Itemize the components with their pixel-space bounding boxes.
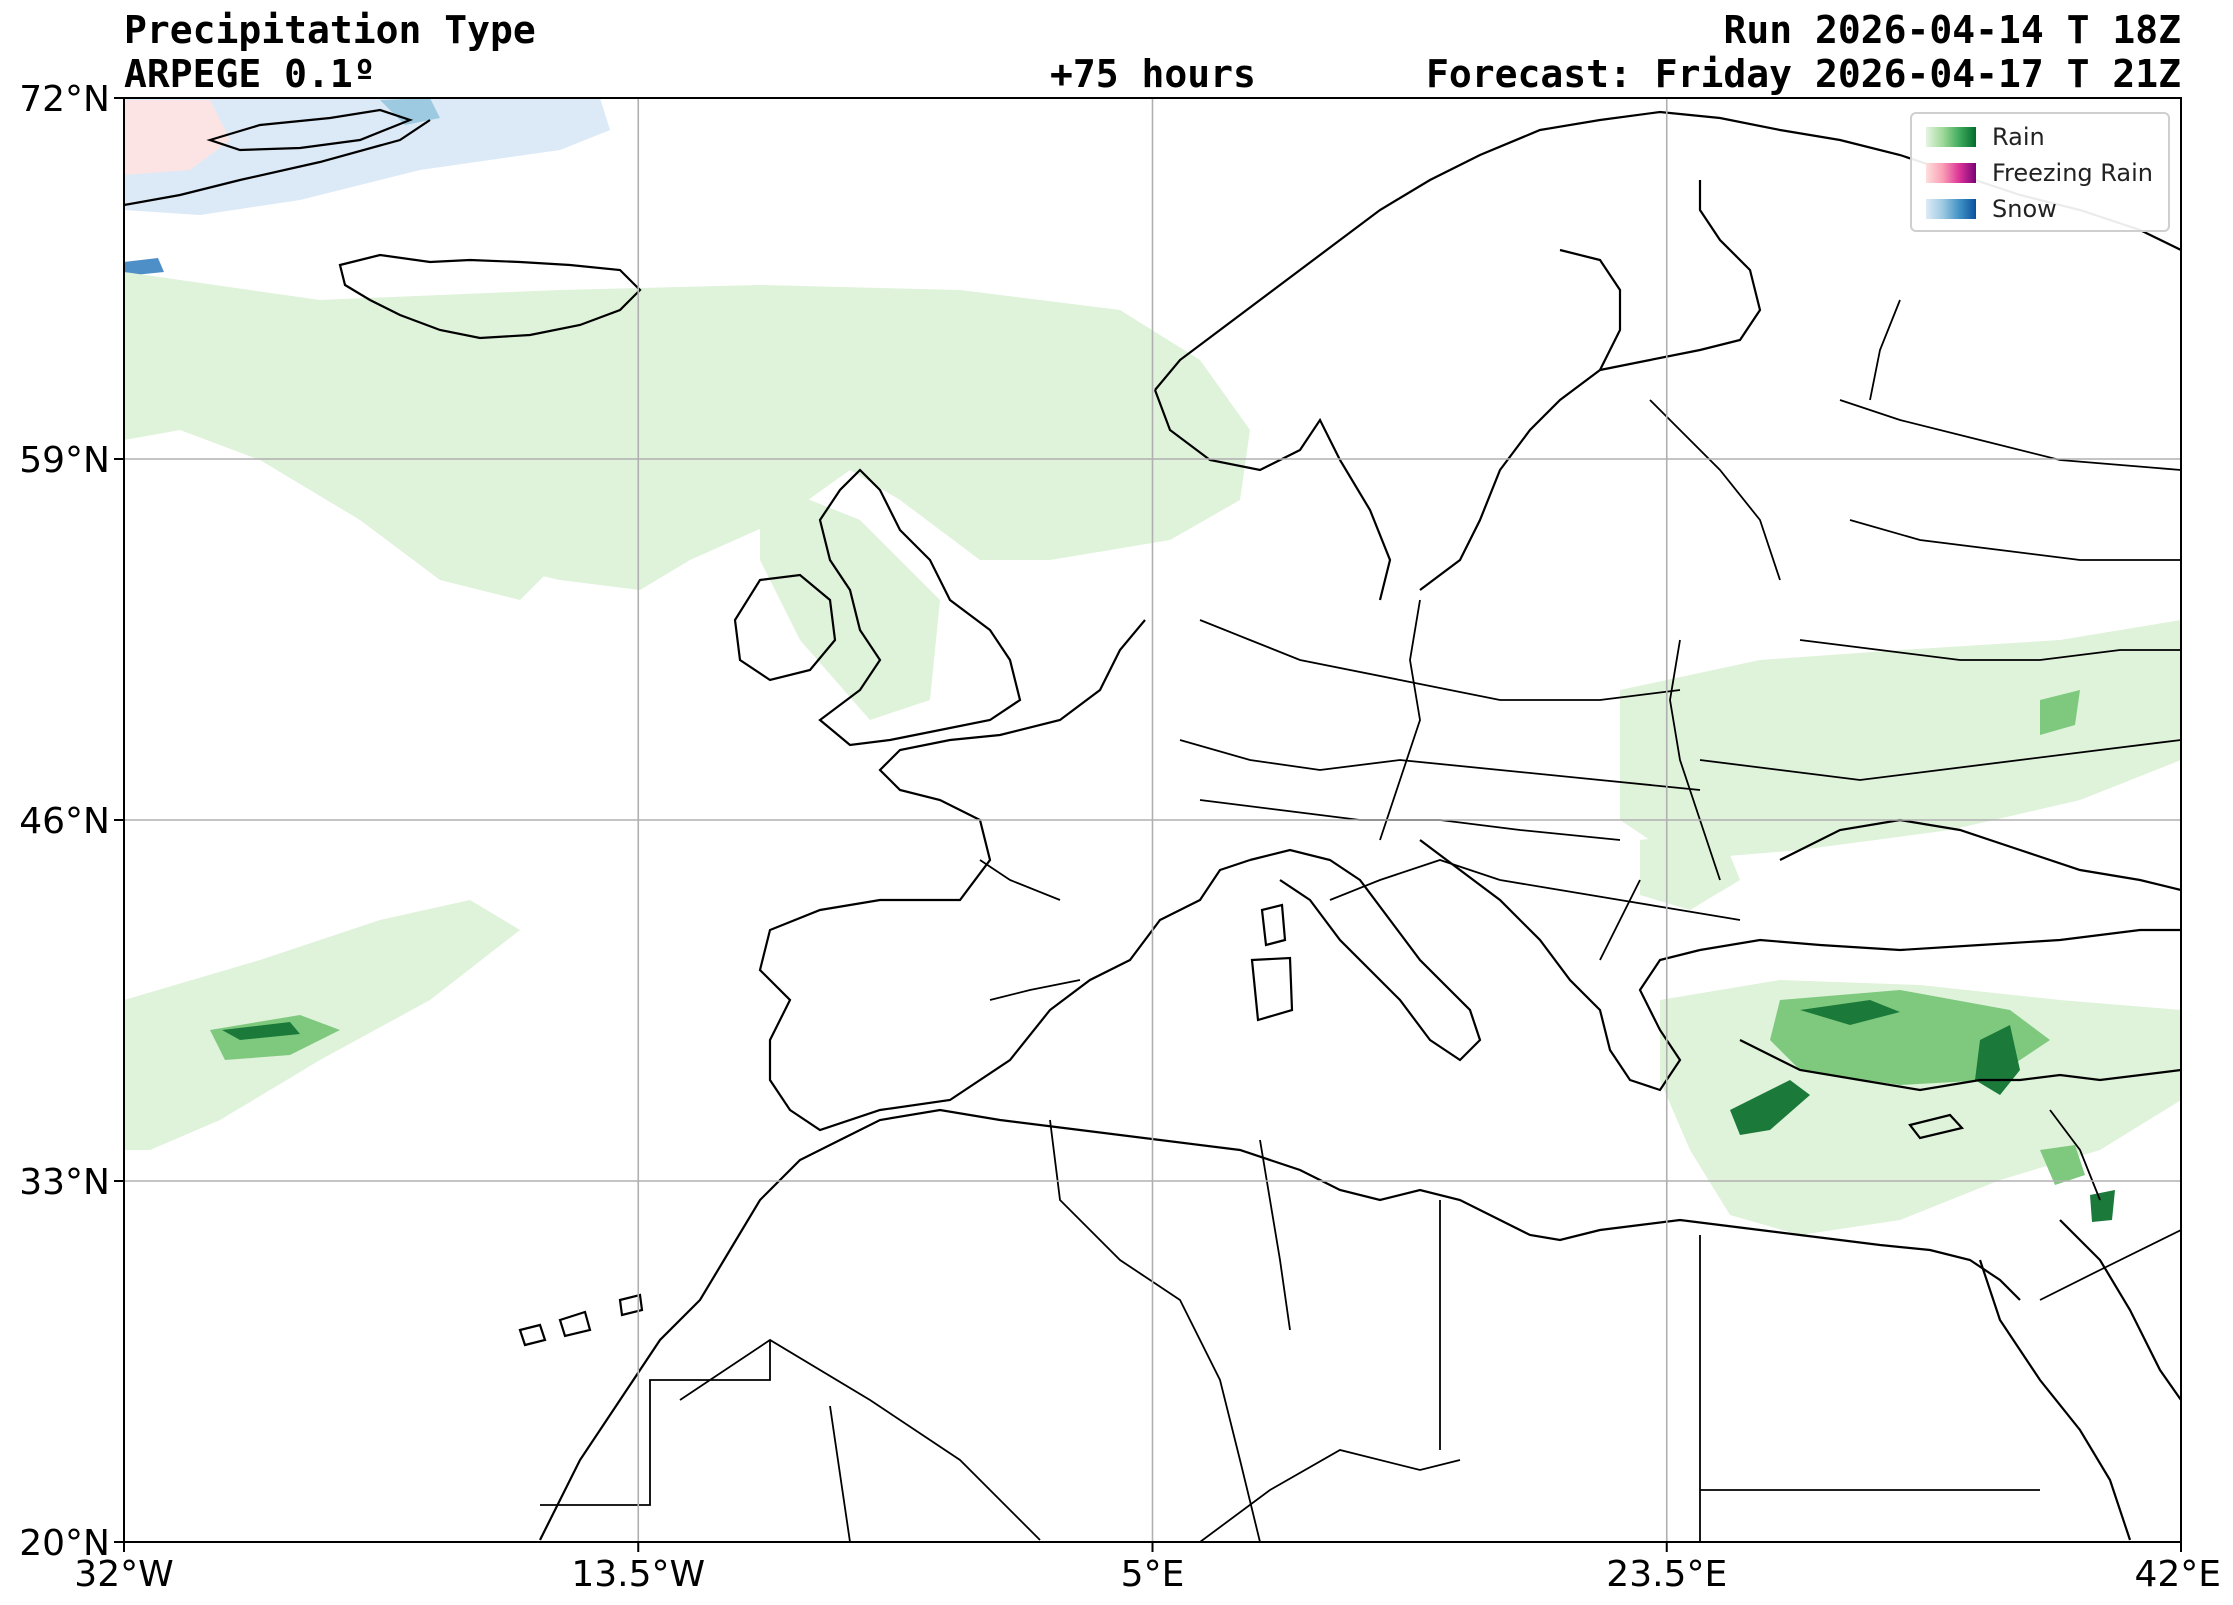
- freezing-rain-area: [124, 100, 230, 175]
- coastline-red-sea: [1978, 1259, 2132, 1541]
- border: [540, 1340, 771, 1506]
- border: [829, 1405, 851, 1542]
- border: [1649, 399, 1781, 581]
- coastline-corsica: [1250, 903, 1294, 1022]
- rain-area: [2040, 1145, 2085, 1185]
- border: [1869, 299, 1901, 401]
- legend-label-snow: Snow: [1992, 195, 2057, 223]
- snow-swatch: [1926, 199, 1976, 219]
- snow-area: [124, 258, 164, 276]
- border: [1329, 859, 1501, 901]
- border: [2039, 1229, 2181, 1301]
- coastline-continent: [758, 619, 1251, 1132]
- coastline-great-britain: [818, 468, 1022, 747]
- coastline-africa: [539, 1108, 2021, 1541]
- legend: Rain Freezing Rain Snow: [1910, 112, 2170, 232]
- coastline-norway: [1153, 389, 1392, 601]
- coastline-arabia: [2059, 1219, 2181, 1401]
- rain-swatch: [1926, 127, 1976, 147]
- border: [1699, 739, 2181, 781]
- coastline-cyprus: [1908, 1113, 1965, 1140]
- axis-ticks: 72°N 59°N 46°N 33°N 20°N32°W 13.5°W 5°E 23.5°E 4…: [19, 79, 2221, 1595]
- rain-area: [124, 320, 560, 600]
- lat-tick-label: 33°N: [19, 1162, 110, 1203]
- legend-label-freezing-rain: Freezing Rain: [1992, 159, 2154, 187]
- border: [1799, 639, 2181, 661]
- coastline-svalbard: [124, 119, 431, 207]
- border: [1179, 739, 1701, 791]
- rain-area: [760, 480, 940, 720]
- lon-tick-label: 13.5°W: [571, 1554, 705, 1595]
- coastline-greenland: [206, 108, 414, 152]
- rain-area: [1730, 1080, 1810, 1135]
- snow-area: [124, 98, 610, 215]
- lead-time-label: +75 hours: [1050, 52, 1256, 96]
- coastline-turkey: [1699, 928, 2181, 952]
- precipitation-layer: [124, 98, 2181, 1235]
- lon-tick-label: 23.5°E: [1606, 1554, 1727, 1595]
- border: [1499, 879, 1741, 921]
- legend-item-snow: Snow: [1926, 194, 2057, 224]
- lat-tick-label: 59°N: [19, 440, 110, 481]
- rain-area: [1975, 1025, 2020, 1095]
- border: [979, 859, 1061, 901]
- border: [1669, 639, 1721, 881]
- rain-area: [210, 1015, 340, 1060]
- coastline-italy: [1249, 848, 1482, 1062]
- border: [1199, 1449, 1461, 1542]
- lon-tick-label: 42°E: [2134, 1554, 2221, 1595]
- legend-item-freezing-rain: Freezing Rain: [1926, 158, 2153, 188]
- border: [679, 1338, 1041, 1541]
- border: [1379, 599, 1421, 841]
- run-label: Run 2026-04-14 T 18Z: [1723, 8, 2181, 52]
- snow-area: [380, 98, 440, 125]
- coastline-canary: [518, 1293, 644, 1347]
- border: [1599, 879, 1641, 961]
- lon-tick-label: 32°W: [74, 1554, 173, 1595]
- border: [1199, 619, 1681, 701]
- borders: [540, 299, 2181, 1542]
- legend-label-rain: Rain: [1992, 123, 2045, 151]
- lon-tick-label: 5°E: [1121, 1554, 1185, 1595]
- coastline-black-sea: [1779, 818, 2181, 892]
- legend-item-rain: Rain: [1926, 122, 2045, 152]
- lat-tick-label: 46°N: [19, 801, 110, 842]
- rain-area: [1640, 830, 1740, 910]
- border: [2049, 1109, 2101, 1201]
- rain-area: [222, 1022, 300, 1040]
- rain-area: [1800, 1000, 1900, 1025]
- lat-tick-label: 72°N: [19, 79, 110, 120]
- coastline-iceland: [338, 253, 642, 340]
- border: [1849, 519, 2181, 561]
- coastline-finland: [1599, 180, 1762, 372]
- coastline-ireland: [733, 573, 837, 682]
- coastline-balkans: [1419, 839, 1701, 1092]
- coastline-baltic: [1419, 248, 1622, 591]
- border: [989, 979, 1081, 1001]
- rain-area: [2090, 1190, 2115, 1222]
- border: [1839, 399, 2181, 471]
- model-label: ARPEGE 0.1º: [124, 52, 376, 96]
- lat-tick-label: 20°N: [19, 1523, 110, 1564]
- forecast-label: Forecast: Friday 2026-04-17 T 21Z: [1426, 52, 2181, 96]
- map-title: Precipitation Type: [124, 8, 536, 52]
- border: [1049, 1119, 1261, 1542]
- border: [1259, 1139, 1291, 1331]
- coastline-turkey-south: [1739, 1039, 2181, 1092]
- freezing-rain-swatch: [1926, 163, 1976, 183]
- rain-area: [2040, 690, 2080, 735]
- rain-area: [1620, 620, 2181, 860]
